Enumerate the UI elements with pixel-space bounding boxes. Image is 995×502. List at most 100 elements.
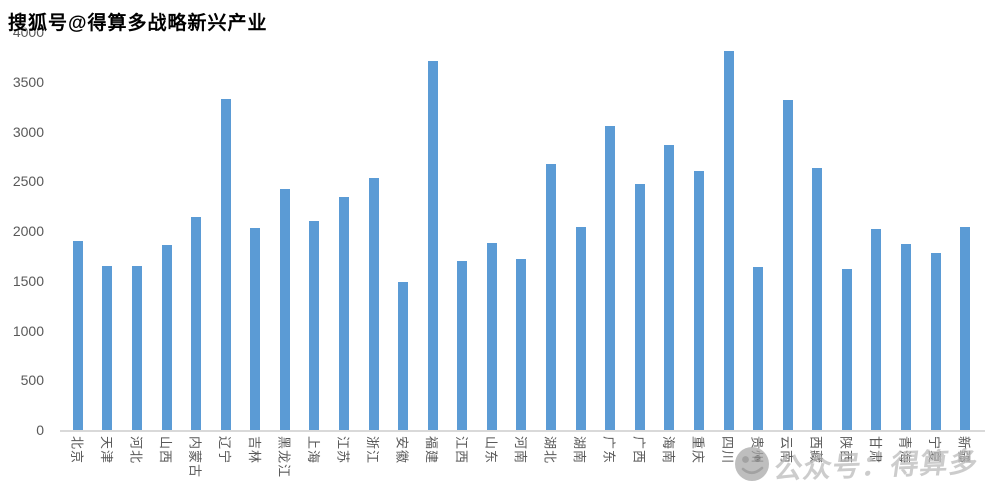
x-axis-label: 安徽 bbox=[394, 436, 410, 465]
bar-宁夏 bbox=[930, 252, 941, 430]
x-label-cell: 广东 bbox=[595, 436, 625, 496]
x-axis-label: 北京 bbox=[69, 436, 85, 465]
x-label-cell: 黑龙江 bbox=[270, 436, 300, 496]
sohu-watermark: 搜狐号@得算多战略新兴产业 bbox=[8, 13, 268, 34]
x-axis-label: 江苏 bbox=[335, 436, 351, 465]
bar-贵州 bbox=[753, 266, 764, 430]
bar-山西 bbox=[161, 244, 172, 430]
x-axis-label: 辽宁 bbox=[217, 436, 233, 465]
bar-四川 bbox=[723, 50, 734, 430]
bar-slot bbox=[802, 32, 832, 430]
y-tick-label: 1500 bbox=[12, 272, 44, 289]
bar-slot bbox=[536, 32, 566, 430]
x-axis-label: 上海 bbox=[305, 436, 321, 465]
x-axis-label: 陕西 bbox=[838, 436, 854, 465]
x-axis-label: 贵州 bbox=[749, 436, 765, 465]
x-axis-label: 海南 bbox=[660, 436, 676, 465]
x-label-cell: 安徽 bbox=[388, 436, 418, 496]
x-axis-label: 吉林 bbox=[246, 436, 262, 465]
x-axis-label: 浙江 bbox=[365, 436, 381, 465]
x-axis-label: 河南 bbox=[512, 436, 528, 465]
bar-slot bbox=[655, 32, 685, 430]
x-label-cell: 重庆 bbox=[684, 436, 714, 496]
x-label-cell: 新疆 bbox=[950, 436, 980, 496]
bar-浙江 bbox=[368, 178, 379, 430]
x-axis-label: 河北 bbox=[128, 436, 144, 465]
bar-上海 bbox=[309, 221, 320, 430]
bar-slot bbox=[270, 32, 300, 430]
bar-slot bbox=[950, 32, 980, 430]
x-axis-label: 湖南 bbox=[572, 436, 588, 465]
x-axis-label: 山东 bbox=[483, 436, 499, 465]
x-label-cell: 甘肃 bbox=[862, 436, 892, 496]
bar-山东 bbox=[486, 242, 497, 430]
y-tick-label: 0 bbox=[36, 422, 44, 438]
bar-陕西 bbox=[841, 268, 852, 430]
bar-slot bbox=[211, 32, 241, 430]
bar-河北 bbox=[131, 265, 142, 430]
bar-北京 bbox=[72, 240, 83, 430]
x-axis-label: 西藏 bbox=[808, 436, 824, 465]
x-axis-label: 四川 bbox=[720, 436, 735, 465]
bar-河南 bbox=[516, 258, 527, 430]
bar-新疆 bbox=[960, 227, 971, 430]
x-axis-label: 湖北 bbox=[542, 436, 558, 465]
bar-福建 bbox=[427, 60, 438, 430]
bar-slot bbox=[684, 32, 714, 430]
x-label-cell: 江西 bbox=[448, 436, 478, 496]
x-label-cell: 云南 bbox=[773, 436, 803, 496]
bar-安徽 bbox=[398, 281, 409, 430]
bar-slot bbox=[329, 32, 359, 430]
x-label-cell: 吉林 bbox=[240, 436, 270, 496]
bar-青海 bbox=[900, 243, 911, 430]
bars bbox=[63, 32, 980, 430]
y-tick-label: 2000 bbox=[12, 223, 44, 239]
bar-slot bbox=[418, 32, 448, 430]
bar-广西 bbox=[634, 184, 645, 430]
bar-重庆 bbox=[693, 171, 704, 430]
bar-slot bbox=[832, 32, 862, 430]
x-label-cell: 四川 bbox=[714, 436, 744, 496]
x-axis-label: 广西 bbox=[631, 436, 647, 465]
x-axis-label: 新疆 bbox=[956, 436, 972, 465]
bar-slot bbox=[63, 32, 93, 430]
x-axis-label: 云南 bbox=[779, 436, 795, 465]
bar-海南 bbox=[664, 145, 675, 430]
bar-江西 bbox=[457, 260, 468, 430]
x-axis-label: 甘肃 bbox=[867, 436, 883, 465]
bar-slot bbox=[240, 32, 270, 430]
y-tick-label: 3000 bbox=[12, 123, 44, 140]
y-tick-label: 2500 bbox=[12, 173, 44, 190]
bar-slot bbox=[507, 32, 537, 430]
x-label-cell: 湖北 bbox=[536, 436, 566, 496]
bar-slot bbox=[714, 32, 744, 430]
x-label-cell: 海南 bbox=[655, 436, 685, 496]
x-label-cell: 江苏 bbox=[329, 436, 359, 496]
x-label-cell: 陕西 bbox=[832, 436, 862, 496]
x-label-cell: 山西 bbox=[152, 436, 182, 496]
x-label-cell: 西藏 bbox=[802, 436, 832, 496]
x-axis-label: 山西 bbox=[158, 436, 174, 465]
x-label-cell: 内蒙古 bbox=[181, 436, 211, 496]
bar-slot bbox=[359, 32, 389, 430]
x-label-cell: 辽宁 bbox=[211, 436, 241, 496]
x-axis-label: 重庆 bbox=[690, 436, 706, 465]
bar-天津 bbox=[102, 265, 113, 430]
bar-slot bbox=[862, 32, 892, 430]
bar-甘肃 bbox=[871, 229, 882, 430]
bar-slot bbox=[152, 32, 182, 430]
x-axis-label: 黑龙江 bbox=[276, 436, 292, 479]
bar-slot bbox=[625, 32, 655, 430]
bar-slot bbox=[743, 32, 773, 430]
bar-黑龙江 bbox=[279, 189, 290, 430]
x-label-cell: 广西 bbox=[625, 436, 655, 496]
y-tick-label: 500 bbox=[20, 372, 44, 389]
bar-广东 bbox=[605, 125, 616, 430]
bar-湖北 bbox=[546, 164, 557, 430]
x-axis-label: 宁夏 bbox=[927, 436, 943, 465]
bar-slot bbox=[181, 32, 211, 430]
x-axis-line bbox=[60, 430, 985, 432]
bar-slot bbox=[773, 32, 803, 430]
bar-slot bbox=[448, 32, 478, 430]
